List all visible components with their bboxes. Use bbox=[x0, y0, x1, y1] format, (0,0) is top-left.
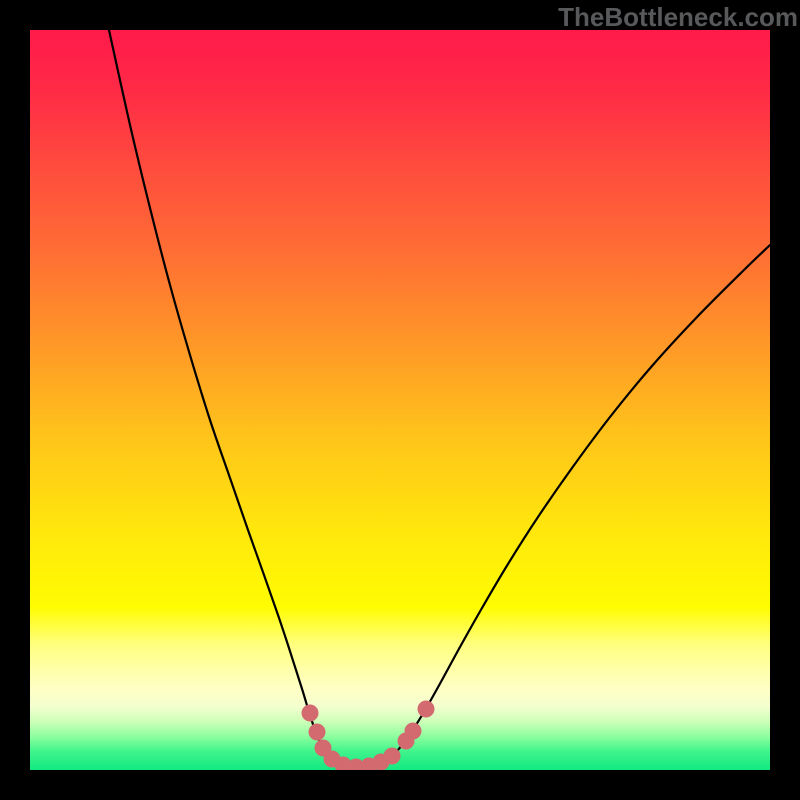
curve-marker bbox=[309, 724, 326, 741]
plot-area bbox=[30, 30, 770, 770]
watermark-text: TheBottleneck.com bbox=[558, 2, 798, 33]
curve-marker bbox=[302, 705, 319, 722]
curve-marker bbox=[405, 723, 422, 740]
plot-svg bbox=[30, 30, 770, 770]
curve-marker bbox=[384, 748, 401, 765]
gradient-background bbox=[30, 30, 770, 770]
curve-marker bbox=[418, 701, 435, 718]
